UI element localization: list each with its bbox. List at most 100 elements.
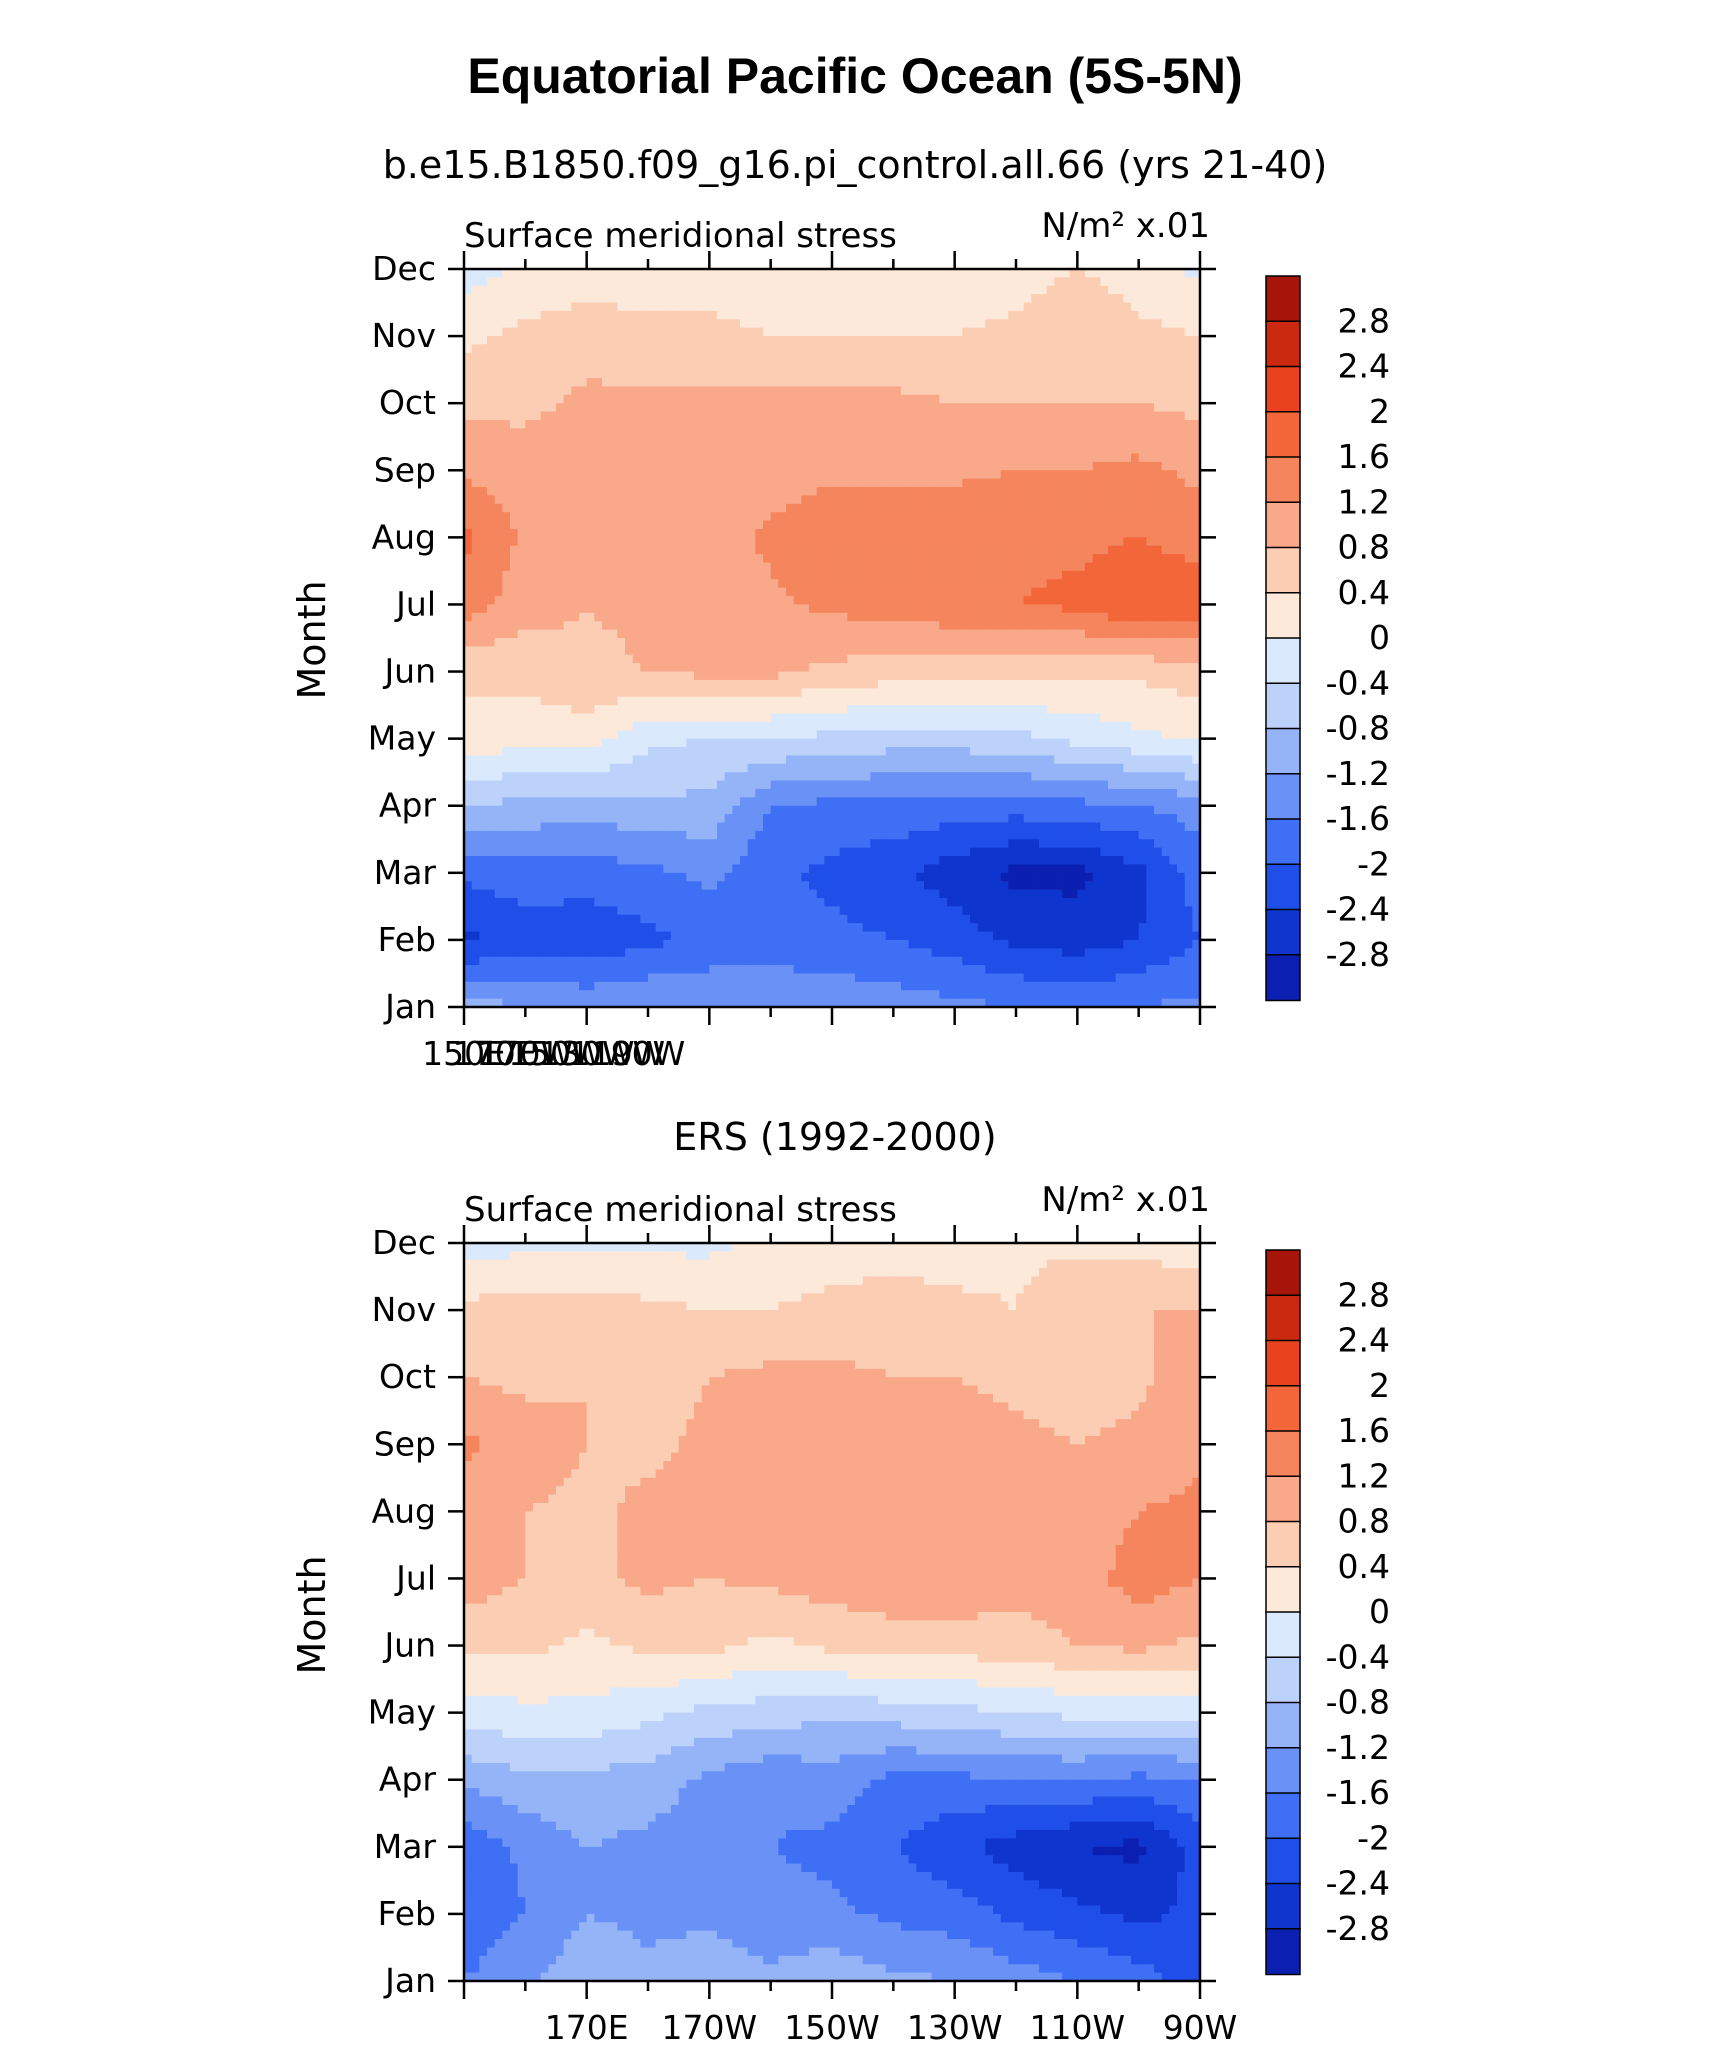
contour-cell [724,629,733,639]
contour-cell [954,663,963,673]
contour-cell [556,403,565,413]
contour-cell [1077,688,1086,698]
contour-cell [970,344,979,354]
contour-cell [832,411,841,421]
contour-cell [763,638,772,647]
contour-cell [885,344,894,354]
contour-cell [1054,344,1063,354]
contour-cell [694,503,703,513]
contour-cell [755,604,764,614]
contour-cell [655,394,664,404]
contour-cell [793,520,802,530]
contour-cell [809,520,818,530]
contour-cell [517,310,526,320]
contour-cell [1154,294,1163,304]
contour-cell [640,621,649,631]
contour-cell [571,294,580,304]
contour-cell [556,327,565,337]
contour-cell [1100,528,1109,538]
contour-cell [1062,285,1071,295]
contour-cell [1169,495,1178,505]
contour-cell [502,378,511,388]
contour-cell [1039,537,1048,547]
contour-cell [931,696,940,706]
contour-cell [824,327,833,337]
contour-cell [625,696,634,706]
contour-cell [655,596,664,606]
contour-cell [487,671,496,681]
contour-cell [1138,646,1147,656]
contour-cell [839,453,848,463]
contour-cell [517,528,526,538]
contour-cell [609,520,618,530]
contour-cell [609,436,618,446]
contour-cell [916,520,925,530]
contour-cell [962,604,971,614]
contour-cell [1077,269,1086,278]
contour-cell [678,495,687,505]
contour-cell [977,554,986,564]
contour-cell [870,336,879,346]
contour-cell [471,470,480,480]
contour-cell [985,638,994,647]
contour-cell [901,411,910,421]
contour-cell [1115,369,1124,379]
contour-cell [993,596,1002,606]
contour-cell [1062,453,1071,463]
contour-cell [1131,453,1140,463]
contour-cell [847,394,856,404]
contour-cell [648,612,657,622]
contour-cell [655,528,664,538]
contour-cell [1016,679,1025,689]
contour-cell [563,386,572,396]
contour-cell [954,621,963,631]
contour-cell [878,638,887,647]
contour-cell [1016,520,1025,530]
contour-cell [701,461,710,471]
contour-cell [977,654,986,664]
contour-cell [962,596,971,606]
contour-cell [1161,688,1170,698]
contour-cell [1131,621,1140,631]
contour-cell [1008,294,1017,304]
contour-cell [464,419,473,429]
contour-cell [855,688,864,698]
contour-cell [924,604,933,614]
contour-cell [579,554,588,564]
contour-cell [908,503,917,513]
contour-cell [885,596,894,606]
contour-cell [1169,470,1178,480]
contour-cell [625,411,634,421]
contour-cell [809,528,818,538]
contour-cell [878,285,887,295]
contour-cell [747,470,756,480]
contour-cell [870,352,879,362]
contour-cell [1169,579,1178,589]
contour-cell [1031,285,1040,295]
contour-cell [1169,512,1178,522]
contour-cell [701,369,710,379]
contour-cell [1115,445,1124,455]
contour-cell [939,512,948,522]
contour-cell [487,629,496,639]
contour-cell [648,495,657,505]
contour-cell [686,302,695,312]
contour-cell [939,285,948,295]
contour-cell [839,579,848,589]
contour-cell [947,520,956,530]
contour-cell [632,621,641,631]
contour-cell [816,503,825,513]
contour-cell [916,570,925,580]
contour-cell [517,352,526,362]
contour-cell [778,269,787,278]
contour-cell [1123,453,1132,463]
contour-cell [640,638,649,647]
contour-cell [962,369,971,379]
contour-cell [471,654,480,664]
contour-cell [732,445,741,455]
contour-cell [1077,294,1086,304]
contour-cell [1131,310,1140,320]
contour-cell [740,679,749,689]
contour-cell [579,344,588,354]
contour-cell [816,386,825,396]
